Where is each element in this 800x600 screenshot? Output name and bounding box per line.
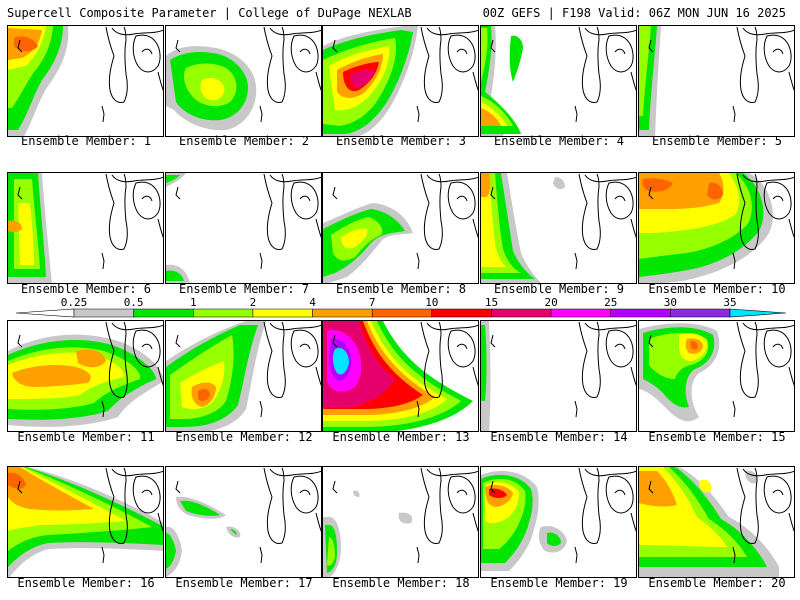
ensemble-member-map bbox=[7, 172, 164, 284]
ensemble-member-map bbox=[480, 466, 637, 578]
ensemble-member-label: Ensemble Member: 8 bbox=[335, 282, 467, 296]
colorbar-tick-label: 20 bbox=[544, 296, 558, 309]
ensemble-member-label: Ensemble Member: 19 bbox=[490, 576, 628, 590]
ensemble-member-map bbox=[480, 172, 637, 284]
ensemble-member-map bbox=[638, 320, 795, 432]
ensemble-member-label: Ensemble Member: 11 bbox=[17, 430, 155, 444]
colorbar-segment bbox=[312, 308, 373, 318]
ensemble-member-map bbox=[322, 320, 479, 432]
colorbar-segment bbox=[73, 308, 134, 318]
ensemble-member-label: Ensemble Member: 16 bbox=[17, 576, 155, 590]
colorbar-tick-label: 30 bbox=[663, 296, 677, 309]
colorbar-tick-label: 1 bbox=[189, 296, 197, 309]
colorbar-segment bbox=[252, 308, 313, 318]
page-title: Supercell Composite Parameter | College … bbox=[7, 6, 412, 20]
colorbar-segment bbox=[610, 308, 671, 318]
ensemble-member-map bbox=[638, 25, 795, 137]
ensemble-member-label: Ensemble Member: 17 bbox=[175, 576, 313, 590]
ensemble-member-map bbox=[7, 25, 164, 137]
colorbar-segment bbox=[670, 308, 731, 318]
ensemble-member-label: Ensemble Member: 10 bbox=[648, 282, 786, 296]
colorbar-left-arrow bbox=[15, 308, 75, 318]
ensemble-member-label: Ensemble Member: 2 bbox=[178, 134, 310, 148]
colorbar-tick-label: 0.5 bbox=[123, 296, 144, 309]
ensemble-member-label: Ensemble Member: 7 bbox=[178, 282, 310, 296]
colorbar-tick-label: 15 bbox=[484, 296, 499, 309]
ensemble-member-label: Ensemble Member: 4 bbox=[493, 134, 625, 148]
ensemble-member-label: Ensemble Member: 13 bbox=[332, 430, 470, 444]
ensemble-member-map bbox=[165, 172, 322, 284]
ensemble-member-label: Ensemble Member: 1 bbox=[20, 134, 152, 148]
ensemble-member-map bbox=[480, 25, 637, 137]
colorbar-segment bbox=[133, 308, 194, 318]
colorbar-tick-label: 35 bbox=[723, 296, 737, 309]
ensemble-member-label: Ensemble Member: 5 bbox=[651, 134, 783, 148]
colorbar-segment bbox=[431, 308, 492, 318]
ensemble-member-map bbox=[480, 320, 637, 432]
colorbar-graphic bbox=[15, 308, 787, 318]
ensemble-member-label: Ensemble Member: 3 bbox=[335, 134, 467, 148]
colorbar-tick-label: 10 bbox=[425, 296, 439, 309]
ensemble-member-label: Ensemble Member: 6 bbox=[20, 282, 152, 296]
colorbar-tick-label: 25 bbox=[604, 296, 618, 309]
ensemble-member-map bbox=[638, 172, 795, 284]
ensemble-member-label: Ensemble Member: 15 bbox=[648, 430, 786, 444]
ensemble-member-map bbox=[165, 25, 322, 137]
ensemble-member-map bbox=[7, 466, 164, 578]
ensemble-member-map bbox=[165, 320, 322, 432]
colorbar-right-arrow bbox=[729, 308, 787, 318]
colorbar-segment bbox=[491, 308, 552, 318]
ensemble-member-map bbox=[322, 25, 479, 137]
colorbar-segment bbox=[193, 308, 254, 318]
colorbar-tick-label: 2 bbox=[249, 296, 257, 309]
ensemble-member-label: Ensemble Member: 18 bbox=[332, 576, 470, 590]
ensemble-member-map bbox=[165, 466, 322, 578]
colorbar: 0.25 0.5 1 2 4 7 10 15 20 25 30 35 bbox=[0, 296, 800, 320]
ensemble-member-map bbox=[7, 320, 164, 432]
colorbar-segment bbox=[550, 308, 611, 318]
ensemble-member-map bbox=[322, 466, 479, 578]
ensemble-member-label: Ensemble Member: 20 bbox=[648, 576, 786, 590]
ensemble-member-label: Ensemble Member: 9 bbox=[493, 282, 625, 296]
ensemble-member-label: Ensemble Member: 12 bbox=[175, 430, 313, 444]
colorbar-tick-label: 0.25 bbox=[60, 296, 88, 309]
ensemble-member-label: Ensemble Member: 14 bbox=[490, 430, 628, 444]
colorbar-tick-label: 7 bbox=[368, 296, 376, 309]
colorbar-tick-label: 4 bbox=[309, 296, 316, 309]
ensemble-member-map bbox=[638, 466, 795, 578]
colorbar-segment bbox=[371, 308, 433, 318]
run-valid-time: 00Z GEFS | F198 Valid: 06Z MON JUN 16 20… bbox=[482, 6, 786, 20]
ensemble-member-map bbox=[322, 172, 479, 284]
